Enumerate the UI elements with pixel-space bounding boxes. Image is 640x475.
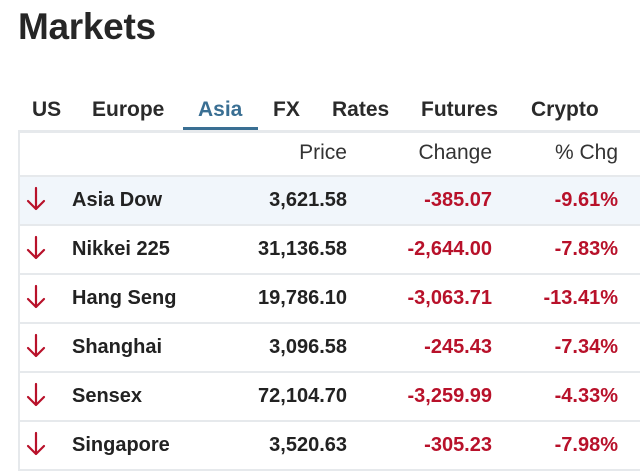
- index-price: 72,104.70: [258, 385, 347, 407]
- table-row[interactable]: Sensex 72,104.70 -3,259.99 -4.33%: [20, 373, 640, 422]
- index-name: Asia Dow: [72, 189, 163, 211]
- tab-futures[interactable]: Futures: [421, 98, 499, 121]
- index-pct-change: -7.98%: [554, 434, 618, 456]
- table-row[interactable]: Shanghai 3,096.58 -245.43 -7.34%: [20, 324, 640, 373]
- index-price: 3,520.63: [269, 434, 347, 456]
- table-row[interactable]: Hang Seng 19,786.10 -3,063.71 -13.41%: [20, 275, 640, 324]
- arrow-down-icon: [26, 235, 46, 260]
- arrow-down-icon: [26, 333, 46, 358]
- arrow-down-icon: [26, 431, 46, 456]
- arrow-down-icon: [26, 284, 46, 309]
- tab-fx[interactable]: FX: [273, 98, 300, 121]
- table-row[interactable]: Nikkei 225 31,136.58 -2,644.00 -7.83%: [20, 226, 640, 275]
- index-pct-change: -9.61%: [554, 189, 618, 211]
- index-price: 3,621.58: [269, 189, 347, 211]
- table-row[interactable]: Asia Dow 3,621.58 -385.07 -9.61%: [20, 177, 640, 226]
- market-tabs: US Europe Asia FX Rates Futures Crypto: [18, 96, 640, 133]
- index-change: -305.23: [424, 434, 492, 456]
- index-name: Shanghai: [72, 336, 163, 358]
- tab-asia[interactable]: Asia: [198, 98, 243, 121]
- index-change: -3,063.71: [407, 287, 492, 309]
- table-row[interactable]: Singapore 3,520.63 -305.23 -7.98%: [20, 422, 640, 471]
- index-pct-change: -13.41%: [543, 287, 619, 309]
- column-header-price[interactable]: Price: [299, 141, 347, 164]
- column-header-pct-change[interactable]: % Chg: [554, 141, 618, 164]
- index-change: -3,259.99: [407, 385, 492, 407]
- index-pct-change: -7.34%: [554, 336, 618, 358]
- index-change: -245.43: [424, 336, 492, 358]
- index-name: Sensex: [72, 385, 143, 407]
- index-price: 31,136.58: [258, 238, 347, 260]
- index-change: -2,644.00: [407, 238, 492, 260]
- arrow-down-icon: [26, 382, 46, 407]
- page-title: Markets: [18, 6, 156, 47]
- index-name: Singapore: [72, 434, 170, 456]
- markets-table: Price Change % Chg Asia Dow 3,621.58 -38…: [18, 133, 640, 471]
- index-price: 3,096.58: [269, 336, 347, 358]
- tab-crypto[interactable]: Crypto: [531, 98, 599, 121]
- active-tab-indicator: [183, 127, 258, 130]
- index-pct-change: -4.33%: [554, 385, 618, 407]
- index-name: Nikkei 225: [72, 238, 170, 260]
- index-price: 19,786.10: [258, 287, 347, 309]
- tab-us[interactable]: US: [32, 98, 62, 121]
- column-header-change[interactable]: Change: [418, 141, 492, 164]
- index-pct-change: -7.83%: [554, 238, 618, 260]
- index-change: -385.07: [424, 189, 492, 211]
- arrow-down-icon: [26, 186, 46, 211]
- tab-rates[interactable]: Rates: [332, 98, 390, 121]
- index-name: Hang Seng: [72, 287, 177, 309]
- table-header: Price Change % Chg: [20, 133, 640, 177]
- tab-europe[interactable]: Europe: [92, 98, 165, 121]
